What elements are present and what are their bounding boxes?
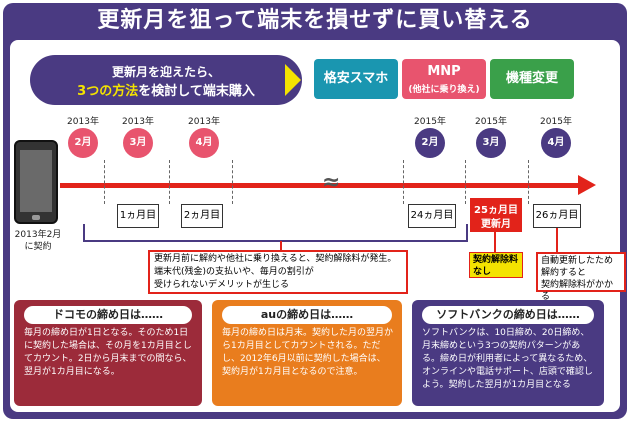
year-label: 2015年 [414, 117, 446, 127]
pill-line2: 3つの方法を検討して端末購入 [30, 80, 302, 99]
divider [169, 160, 170, 204]
contract-date-line1: 2013年2月 [14, 230, 62, 240]
year-label: 2013年 [122, 117, 154, 127]
pill-line2-rest: を検討して端末購入 [138, 84, 255, 99]
au-body: 毎月の締め日は月末。契約した月の翌月から1カ月目としてカウントされる。ただし、2… [222, 328, 394, 377]
month-circle: 2月 [68, 128, 98, 158]
contract-date: 2013年2月 に契約 [8, 229, 68, 253]
early-cancel-note: 更新月前に解約や他社に乗り換えると、契約解除料が発生。 端末代(残金)の支払いや… [148, 250, 408, 294]
option-model-change: 機種変更 [490, 59, 574, 99]
docomo-heading: ドコモの締め日は…… [24, 306, 192, 324]
note-leader [494, 232, 496, 252]
month-circle: 4月 [541, 128, 571, 158]
month-circle: 4月 [189, 128, 219, 158]
option-mnp-sub: (他社に乗り換え) [408, 85, 480, 95]
docomo-box: ドコモの締め日は…… 毎月の締め日が1日となる。そのため1日に契約した場合は、そ… [14, 300, 202, 406]
year-label: 2013年 [188, 117, 220, 127]
softbank-box: ソフトバンクの締め日は…… ソフトバンクは、10日締め、20日締め、月末締めとい… [412, 300, 604, 406]
year-label: 2013年 [67, 117, 99, 127]
year-label: 2015年 [540, 117, 572, 127]
renewal-month-box: 25ヵ月目 更新月 [470, 198, 522, 232]
month-circle: 2月 [415, 128, 445, 158]
divider [232, 160, 233, 204]
month-box: 24ヵ月目 [408, 204, 456, 228]
note-line: 契約解除料がかかる [541, 280, 614, 302]
page-title: 更新月を狙って端末を損せずに買い替える [97, 8, 533, 33]
timeline-break-icon: ≈ [322, 170, 341, 195]
month-box: 2ヵ月目 [181, 204, 223, 228]
pill-line1: 更新月を迎えたら、 [111, 65, 220, 79]
note-line: 解約すると [541, 268, 587, 278]
softbank-heading: ソフトバンクの締め日は…… [422, 306, 594, 324]
no-fee-note: 契約解除料 なし [469, 252, 523, 278]
instruction-pill: 更新月を迎えたら、 3つの方法を検討して端末購入 [30, 55, 302, 105]
softbank-body: ソフトバンクは、10日締め、20日締め、月末締めという3つの契約パターンがある。… [422, 328, 593, 390]
month-circle: 3月 [123, 128, 153, 158]
note-line: 契約解除料 [473, 255, 519, 265]
divider [465, 160, 466, 204]
au-heading: auの締め日は…… [222, 306, 392, 324]
divider [528, 160, 529, 204]
month-box: 26ヵ月目 [533, 204, 581, 228]
year-label: 2015年 [475, 117, 507, 127]
bracket-right [466, 224, 468, 241]
renewal-month-count: 25ヵ月目 [474, 205, 518, 216]
note-line: 端末代(残金)の支払いや、毎月の割引が [154, 267, 314, 277]
smartphone-icon [14, 140, 58, 224]
docomo-body: 毎月の締め日が1日となる。そのため1日に契約した場合は、その月を1カ月目としてカ… [24, 328, 192, 377]
option-mnp: MNP (他社に乗り換え) [402, 59, 486, 99]
bracket-bar [83, 240, 468, 242]
divider [104, 160, 105, 204]
pill-highlight: 3つの方法 [77, 84, 139, 99]
arrow-right-icon [285, 64, 301, 96]
bracket-left [83, 224, 85, 241]
note-leader [556, 228, 558, 252]
note-line: なし [473, 267, 492, 277]
renewal-month-label: 更新月 [481, 219, 511, 230]
note-line: 受けられないデメリットが生じる [154, 280, 290, 290]
au-box: auの締め日は…… 毎月の締め日は月末。契約した月の翌月から1カ月目としてカウン… [212, 300, 402, 406]
contract-date-line2: に契約 [24, 242, 52, 252]
month-box: 1ヵ月目 [117, 204, 159, 228]
month-circle: 3月 [476, 128, 506, 158]
auto-renew-note: 自動更新したため 解約すると 契約解除料がかかる [536, 252, 626, 302]
note-line: 自動更新したため [541, 256, 614, 266]
timeline-bar [60, 183, 580, 188]
option-mnp-label: MNP [427, 64, 461, 79]
option-budget-sim: 格安スマホ [314, 59, 398, 99]
divider [403, 160, 404, 204]
note-leader [280, 241, 282, 251]
timeline-arrow-icon [578, 175, 596, 195]
phone-screen [20, 150, 52, 212]
note-line: 更新月前に解約や他社に乗り換えると、契約解除料が発生。 [154, 254, 397, 264]
phone-home-button [32, 215, 40, 220]
